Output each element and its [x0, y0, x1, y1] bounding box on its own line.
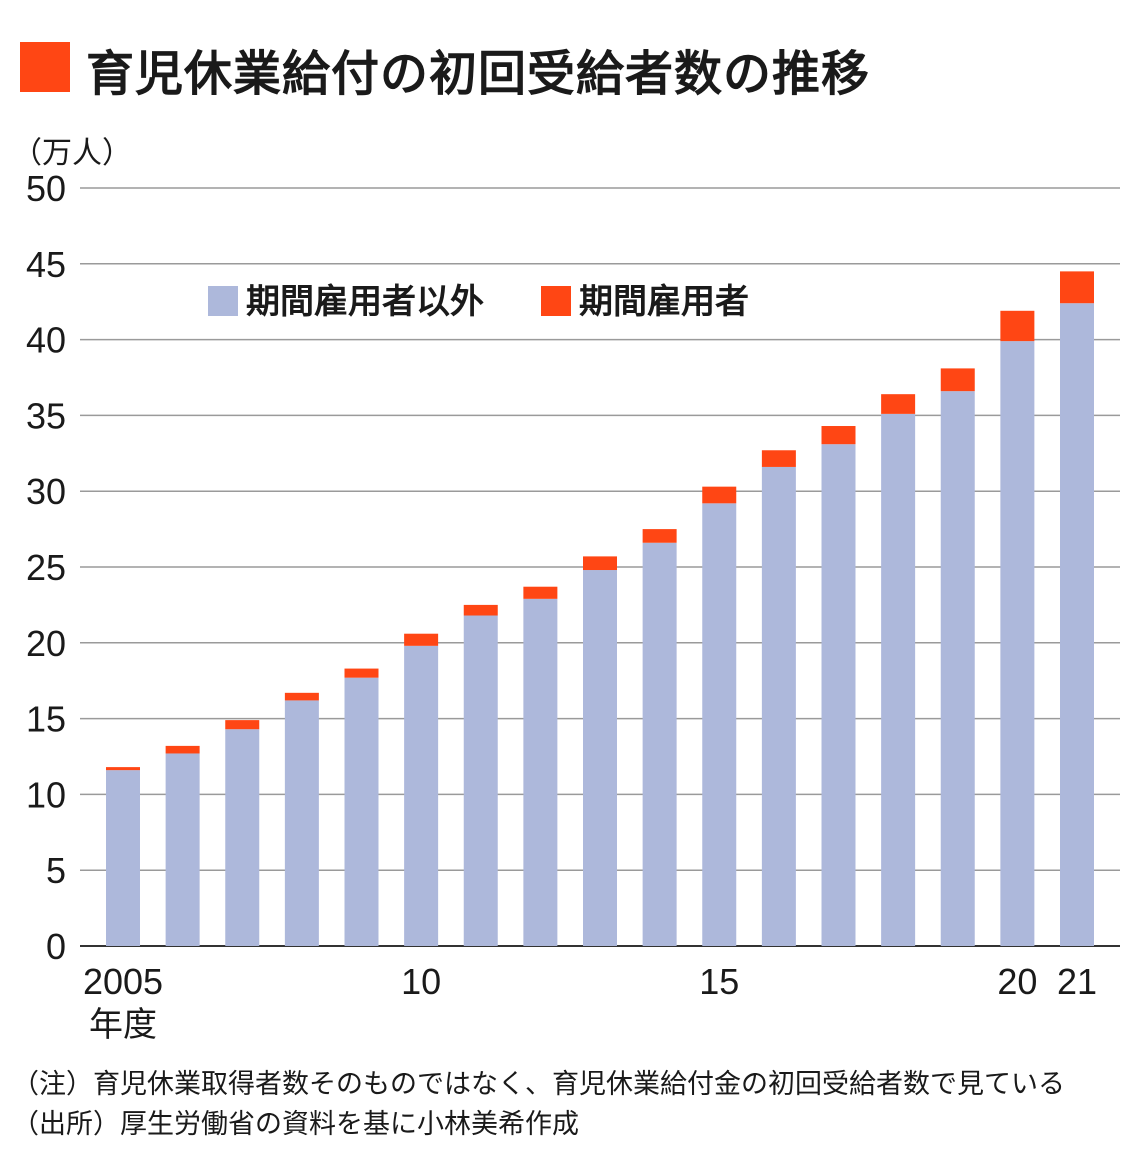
bar-non-fixed-term: [523, 598, 558, 946]
bar-non-fixed-term: [1060, 303, 1094, 946]
bar-non-fixed-term: [225, 729, 260, 946]
footnote-source: （出所）厚生労働省の資料を基に小林美希作成: [12, 1109, 579, 1140]
bar-non-fixed-term: [1000, 341, 1035, 947]
x-tick-label: 2005: [83, 961, 163, 1002]
legend-swatch-non-fixed-term: [208, 286, 238, 316]
title-marker: [20, 42, 70, 92]
y-tick-label: 35: [26, 395, 66, 436]
y-tick-label: 15: [26, 699, 66, 740]
bar-fixed-term: [225, 720, 260, 730]
bar-non-fixed-term: [404, 645, 439, 946]
bar-fixed-term: [463, 604, 498, 616]
x-tick-sublabel: 年度: [89, 1005, 157, 1045]
y-tick-label: 20: [26, 623, 66, 664]
bar-fixed-term: [106, 767, 140, 771]
bar-fixed-term: [702, 486, 737, 504]
bar-non-fixed-term: [702, 503, 737, 946]
bar-fixed-term: [284, 692, 319, 701]
chart-title: 育児休業給付の初回受給者数の推移: [86, 46, 871, 102]
x-tick-label: 20: [997, 961, 1037, 1002]
footnote-note: （注）育児休業取得者数そのものではなく、育児休業給付金の初回受給者数で見ている: [12, 1069, 1065, 1100]
bar-non-fixed-term: [165, 753, 200, 946]
y-axis-ticks: 0 5 10 15 20 25 30 35 40 45 50: [26, 168, 66, 967]
y-tick-label: 40: [26, 320, 66, 361]
legend-label-fixed-term: 期間雇用者: [579, 282, 749, 322]
bar-non-fixed-term: [761, 466, 796, 946]
y-tick-label: 25: [26, 547, 66, 588]
bar-fixed-term: [881, 394, 916, 414]
legend-label-non-fixed-term: 期間雇用者以外: [246, 282, 484, 322]
bar-non-fixed-term: [881, 413, 916, 946]
bar-fixed-term: [1060, 271, 1094, 304]
y-axis-unit-label: （万人）: [12, 136, 132, 171]
bar-fixed-term: [583, 556, 617, 571]
bar-fixed-term: [404, 633, 439, 646]
legend-swatch-fixed-term: [541, 286, 571, 316]
legend: 期間雇用者以外 期間雇用者: [208, 282, 749, 322]
x-tick-label: 21: [1057, 961, 1097, 1002]
bars: [106, 271, 1094, 947]
bar-non-fixed-term: [940, 391, 975, 946]
x-tick-label: 15: [699, 961, 739, 1002]
bar-non-fixed-term: [463, 615, 498, 946]
bar-fixed-term: [344, 668, 379, 678]
bar-non-fixed-term: [106, 770, 140, 946]
bar-non-fixed-term: [344, 677, 379, 946]
bar-fixed-term: [1000, 310, 1035, 342]
bar-non-fixed-term: [821, 444, 856, 946]
bar-fixed-term: [940, 368, 975, 392]
bar-non-fixed-term: [642, 542, 677, 946]
bar-non-fixed-term: [583, 570, 617, 946]
y-tick-label: 50: [26, 168, 66, 209]
bar-fixed-term: [821, 426, 856, 445]
y-tick-label: 5: [46, 850, 66, 891]
y-tick-label: 0: [46, 926, 66, 967]
bar-non-fixed-term: [284, 700, 319, 946]
y-tick-label: 45: [26, 244, 66, 285]
bar-fixed-term: [523, 586, 558, 599]
bar-fixed-term: [761, 450, 796, 467]
bar-fixed-term: [642, 529, 677, 543]
y-tick-label: 30: [26, 471, 66, 512]
y-tick-label: 10: [26, 774, 66, 815]
bar-fixed-term: [165, 745, 200, 754]
x-tick-label: 10: [401, 961, 441, 1002]
